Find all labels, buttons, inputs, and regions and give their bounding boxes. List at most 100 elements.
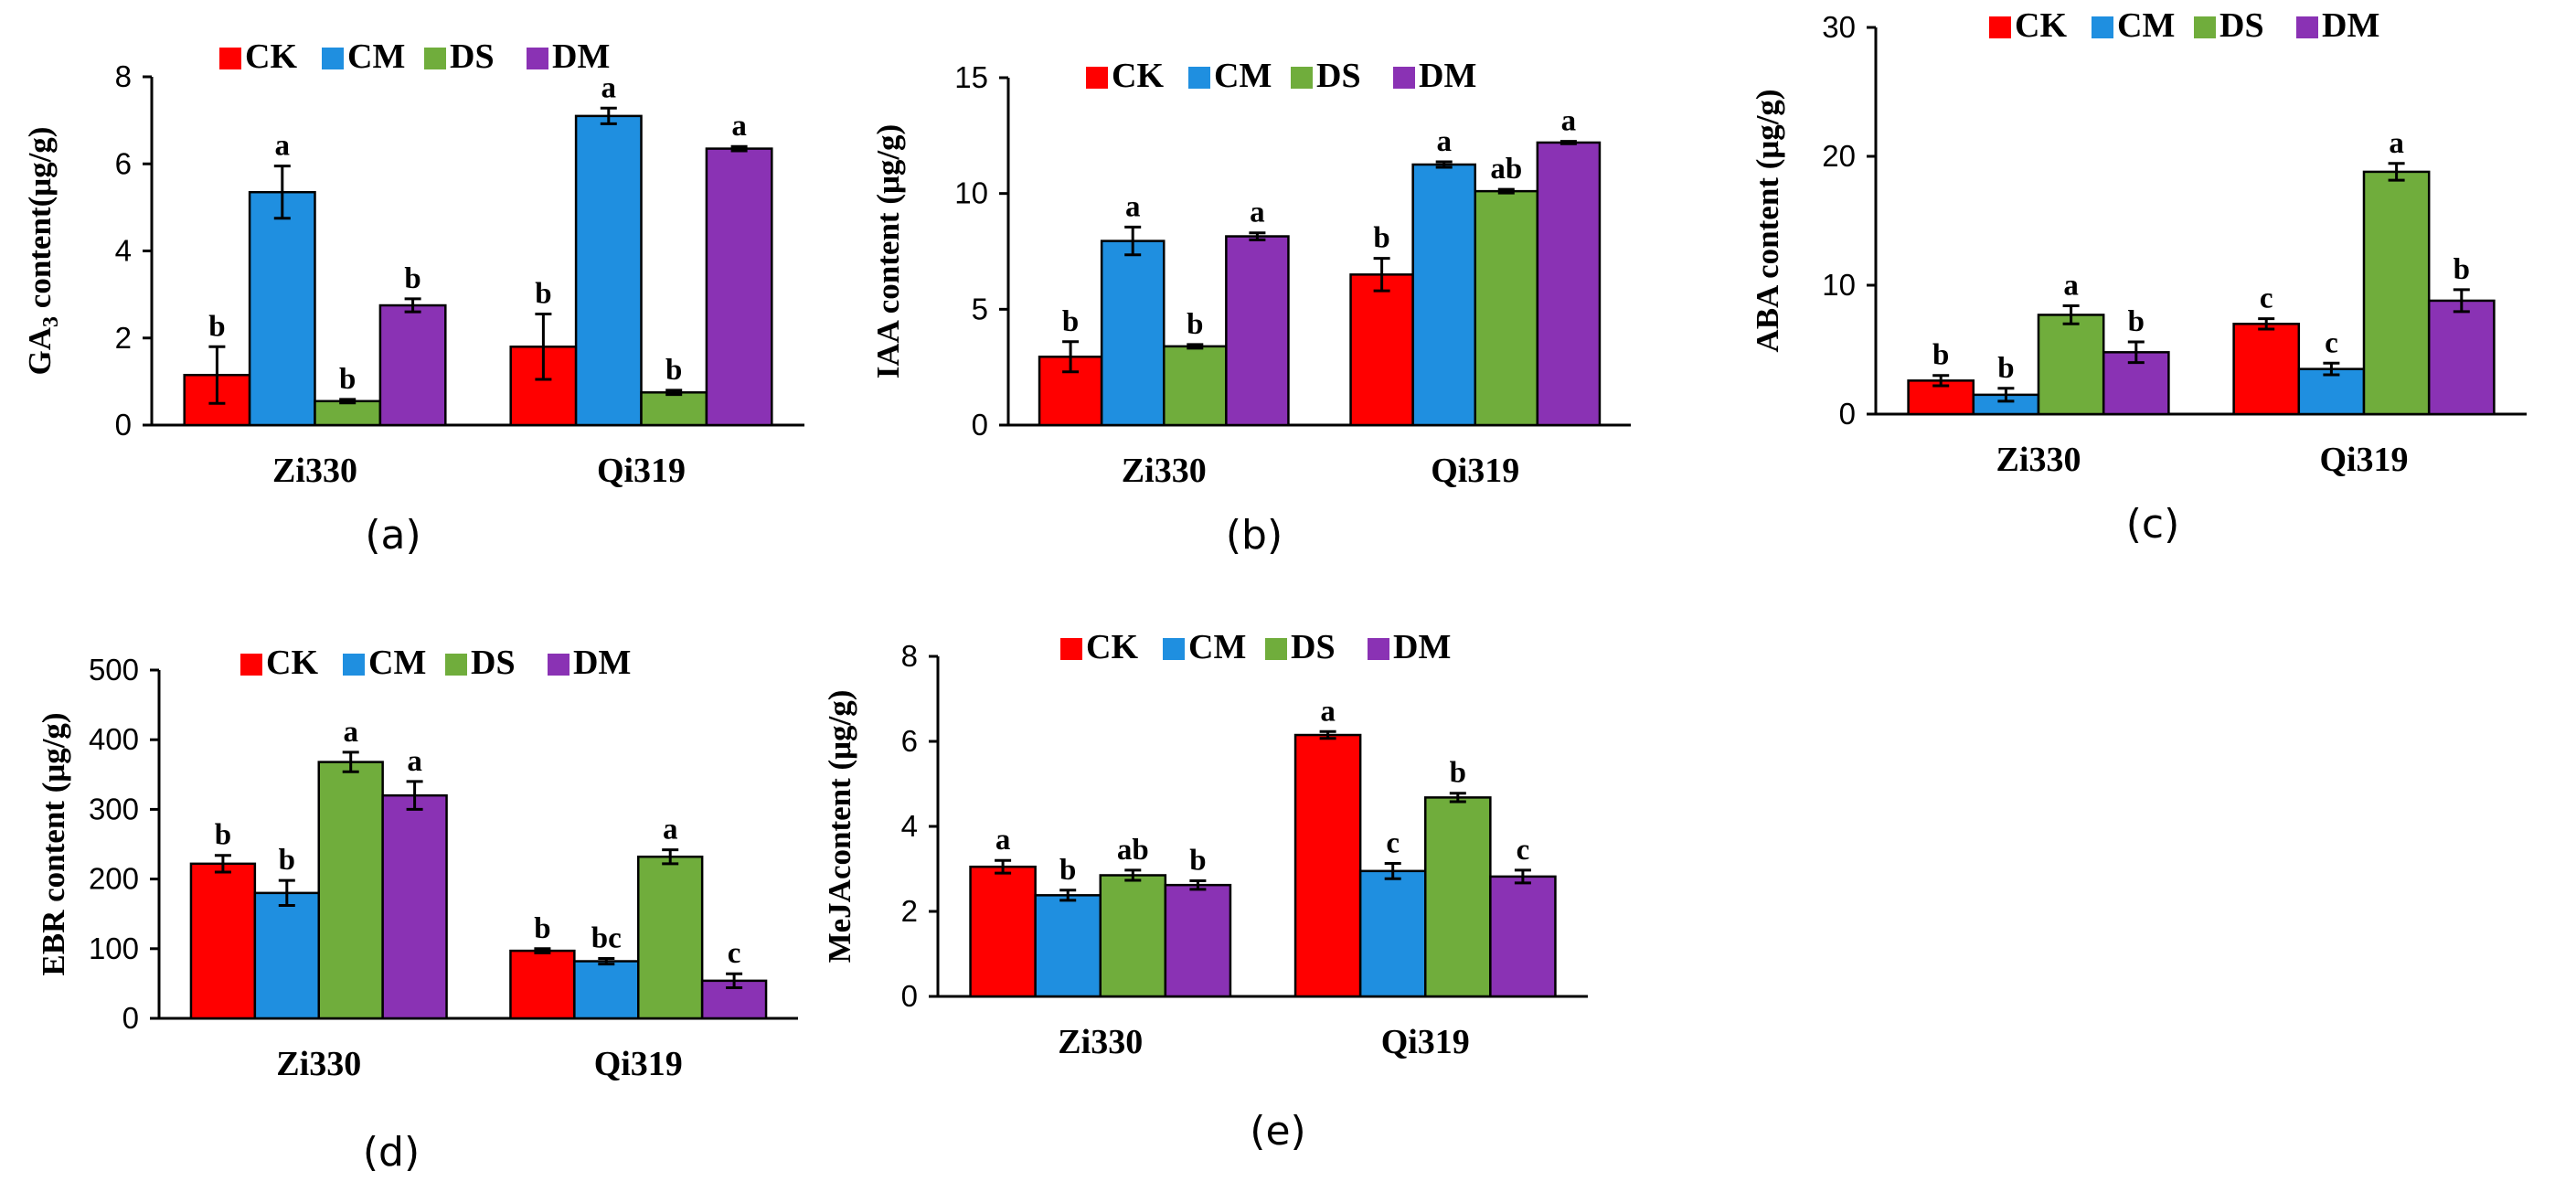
panel-label: (d) [363,1129,420,1176]
bar-ck-qi319 [1349,273,1414,427]
significance-letter: a [275,130,291,163]
y-axis-title-main: EBR content (μg/g) [36,712,71,975]
y-tick-label: 100 [89,932,139,965]
significance-letter: a [407,745,422,778]
y-tick-label: 6 [901,724,918,758]
legend-label-cm: CM [368,644,426,682]
significance-letter: b [1062,305,1079,338]
y-tick-label: 0 [115,408,132,442]
bar-ck-qi319 [1293,733,1362,998]
bar-ds-zi330 [314,399,382,427]
legend-label-dm: DM [552,37,610,76]
bar-cm-zi330 [1034,894,1102,998]
significance-letter: ab [1490,153,1522,186]
significance-letter: b [665,354,682,387]
y-axis-title: IAA content (μg/g) [870,124,906,378]
bar-ds-zi330 [1099,874,1167,998]
y-tick-label: 10 [954,176,988,210]
y-axis-title-main: MeJAcontent (μg/g) [822,690,857,963]
bar-ds-zi330 [317,761,384,1020]
significance-letter: b [1187,308,1203,341]
legend-swatch-cm [322,48,344,69]
bar-dm-zi330 [1225,235,1290,427]
y-tick-label: 4 [901,809,918,843]
panel-label: (b) [1226,512,1283,559]
legend-label-ds: DS [1291,628,1336,666]
legend-swatch-dm [548,654,569,676]
bar-cm-zi330 [253,891,321,1020]
significance-letter: b [1189,845,1206,878]
legend: CK CM DS DM [1060,628,1451,666]
legend-label-cm: CM [1214,57,1272,95]
bar-dm-zi330 [1164,883,1232,998]
significance-letter: b [279,844,295,877]
legend-label-cm: CM [2117,6,2175,45]
bar-cm-qi319 [574,114,643,427]
significance-letter: b [535,278,551,311]
significance-letter: b [1059,854,1076,887]
legend-label-dm: DM [573,644,631,682]
significance-letter: c [2260,282,2273,315]
y-tick-label: 2 [901,894,918,928]
bar-dm-zi330 [381,793,448,1020]
legend-swatch-cm [2092,16,2113,38]
significance-letter: a [2389,127,2404,160]
bar-dm-qi319 [1536,141,1602,427]
panel-label: (e) [1250,1108,1305,1155]
y-tick-label: 8 [901,639,918,673]
bar-ck-qi319 [509,949,576,1020]
legend-label-ck: CK [266,644,318,682]
significance-letter: a [2063,270,2079,303]
bar-dm-qi319 [705,147,773,427]
y-axis-title-main: IAA content (μg/g) [870,124,906,378]
y-tick-label: 500 [89,653,139,687]
y-axis-title-main: GA [22,326,58,375]
legend-swatch-ck [219,48,241,69]
bar-ck-qi319 [2232,323,2301,416]
y-tick-label: 200 [89,862,139,896]
legend-swatch-ds [1291,67,1313,89]
legend-swatch-ds [1265,638,1287,660]
y-tick-label: 0 [972,408,988,442]
legend-label-dm: DM [2322,6,2379,45]
legend-label-ck: CK [245,37,297,76]
bar-dm-qi319 [700,979,768,1020]
legend: CK CM DS DM [1989,6,2379,45]
legend-label-dm: DM [1393,628,1451,666]
significance-letter: b [208,310,225,343]
bar-cm-qi319 [1358,869,1427,998]
legend-swatch-dm [527,48,548,69]
y-tick-label: 10 [1822,268,1856,302]
y-tick-label: 6 [115,146,132,180]
bar-ds-qi319 [1424,796,1492,998]
y-tick-label: 8 [115,59,132,93]
bar-ds-qi319 [1474,189,1539,427]
significance-letter: c [2325,326,2338,359]
bar-dm-zi330 [378,303,447,427]
significance-letter: b [404,262,420,295]
significance-letter: a [1436,125,1452,158]
legend-label-ds: DS [1316,57,1361,95]
y-axis-title-unit: content(μg/g) [22,127,58,316]
legend-swatch-cm [343,654,365,676]
bar-cm-qi319 [1411,163,1477,427]
x-category-label: Qi319 [1431,452,1519,490]
bar-ds-qi319 [640,391,708,427]
x-category-label: Qi319 [594,1045,683,1083]
chart-panel-d: 0 100 200 300 400 500 EBR content (μg/g) b b a a Zi… [36,644,798,1176]
legend: CK CM DS DM [219,37,610,76]
bar-dm-qi319 [1489,875,1557,998]
legend-label-ds: DS [450,37,495,76]
legend-label-ds: DS [2219,6,2264,45]
significance-letter: a [995,824,1011,857]
y-axis-title-main: ABA content (μg/g) [1750,89,1785,352]
y-axis-title: GA3 content(μg/g) [22,127,63,376]
y-tick-label: 300 [89,792,139,825]
legend-swatch-cm [1163,638,1185,660]
panel-label: (c) [2126,501,2180,548]
y-tick-label: 0 [122,1001,139,1035]
x-category-label: Zi330 [276,1045,361,1083]
legend-swatch-cm [1188,67,1210,89]
